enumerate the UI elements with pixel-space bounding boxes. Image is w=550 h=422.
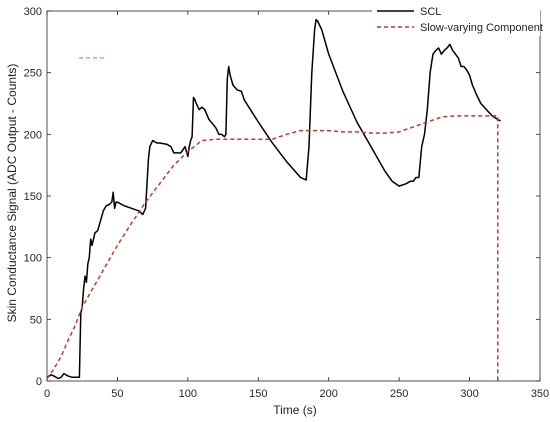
y-tick-label: 300 [24,6,42,18]
legend-label-scl: SCL [420,6,441,18]
x-tick-label: 300 [460,388,478,400]
x-axis-ticks: 0 50 100 150 200 250 300 350 [44,11,549,400]
x-tick-label: 350 [531,388,549,400]
y-axis-ticks: 0 50 100 150 200 250 300 [24,6,540,388]
plot-frame [46,10,541,382]
y-tick-label: 250 [24,68,42,80]
legend-box [372,2,540,36]
y-tick-label: 200 [24,129,42,141]
series-line-scl [46,18,501,380]
legend-label-slow: Slow-varying Component [420,22,543,34]
x-tick-label: 50 [111,388,123,400]
y-tick-label: 100 [24,253,42,265]
y-tick-label: 150 [24,191,42,203]
y-tick-label: 50 [30,314,42,326]
y-tick-label: 0 [36,376,42,388]
y-axis-label: Skin Conductance Signal (ADC Output - Co… [5,64,19,323]
series-layer [46,18,501,381]
x-tick-label: 100 [179,388,197,400]
x-tick-label: 150 [249,388,267,400]
x-tick-label: 200 [320,388,338,400]
series-line-slow-varying [46,115,499,381]
x-tick-label: 0 [44,388,50,400]
legend: SCL Slow-varying Component [372,2,543,36]
x-axis-label: Time (s) [273,403,317,417]
plot-area [46,10,541,382]
x-tick-label: 250 [390,388,408,400]
